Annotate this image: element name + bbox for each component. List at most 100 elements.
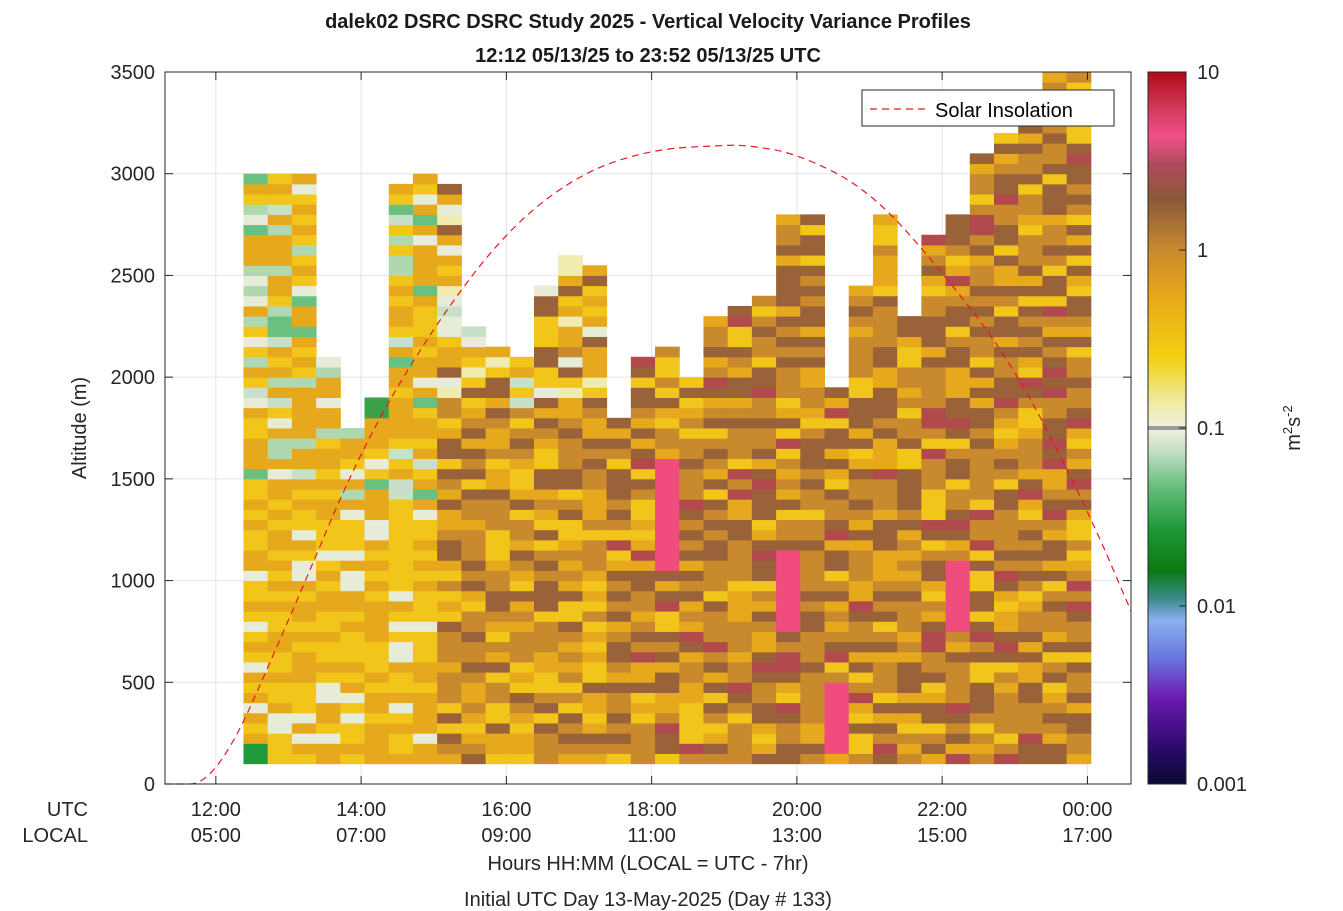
- heatmap-cell: [848, 641, 874, 653]
- heatmap-cell: [1042, 214, 1068, 226]
- heatmap-cell: [437, 580, 462, 592]
- heatmap-cell: [994, 560, 1019, 571]
- heatmap-cell: [291, 600, 317, 612]
- heatmap-cell: [291, 692, 317, 704]
- heatmap-cell: [291, 570, 317, 582]
- heatmap-cell: [364, 743, 390, 754]
- heatmap-cell: [1042, 224, 1068, 236]
- heatmap-cell: [776, 712, 801, 724]
- heatmap-cell: [969, 438, 995, 449]
- heatmap-cell: [509, 478, 535, 490]
- x-axis-label-2: Initial UTC Day 13-May-2025 (Day # 133): [464, 889, 832, 911]
- heatmap-cell: [824, 733, 850, 744]
- heatmap-cell: [243, 712, 269, 724]
- heatmap-cell: [606, 529, 632, 541]
- heatmap-cell: [848, 550, 874, 561]
- heatmap-cell: [412, 204, 438, 215]
- heatmap-cell: [921, 397, 947, 409]
- heatmap-cell: [364, 560, 390, 571]
- heatmap-cell: [751, 560, 777, 571]
- heatmap-cell: [461, 580, 487, 592]
- heatmap-cell: [437, 509, 462, 521]
- heatmap-cell: [243, 499, 269, 510]
- heatmap-cell: [872, 529, 898, 541]
- heatmap-cell: [267, 743, 293, 754]
- heatmap-cell: [437, 295, 462, 307]
- heatmap-cell: [461, 509, 487, 521]
- heatmap-cell: [582, 631, 608, 643]
- heatmap-cell: [267, 255, 293, 266]
- heatmap-cell: [727, 672, 753, 683]
- heatmap-cell: [703, 570, 729, 582]
- heatmap-cell: [1018, 570, 1043, 582]
- heatmap-cell: [945, 672, 971, 683]
- heatmap-cell: [267, 224, 293, 236]
- heatmap-cell: [848, 631, 874, 643]
- heatmap-cell: [364, 600, 390, 612]
- heatmap-cell: [655, 631, 680, 643]
- heatmap-cell: [921, 692, 947, 704]
- heatmap-cell: [534, 407, 559, 419]
- heatmap-cell: [945, 692, 971, 704]
- heatmap-cell: [679, 590, 704, 602]
- heatmap-cell: [340, 499, 366, 510]
- heatmap-cell: [921, 672, 947, 683]
- heatmap-cell: [800, 305, 826, 317]
- heatmap-cell: [291, 468, 317, 480]
- heatmap-cell: [509, 621, 535, 632]
- heatmap-cell: [291, 722, 317, 734]
- heatmap-cell: [1018, 244, 1043, 256]
- heatmap-cell: [243, 448, 269, 460]
- heatmap-cell: [534, 285, 559, 297]
- heatmap-cell: [412, 285, 438, 297]
- heatmap-cell: [485, 499, 511, 510]
- heatmap-cell: [291, 550, 317, 561]
- heatmap-cell: [921, 489, 947, 500]
- heatmap-cell: [921, 255, 947, 266]
- heatmap-cell: [1066, 265, 1092, 276]
- heatmap-cell: [921, 570, 947, 582]
- heatmap-cell: [776, 499, 801, 510]
- heatmap-cell: [388, 295, 414, 307]
- heatmap-cell: [921, 346, 947, 358]
- heatmap-cell: [364, 448, 390, 460]
- heatmap-cell: [848, 478, 874, 490]
- heatmap-cell: [824, 428, 850, 439]
- heatmap-cell: [897, 458, 922, 470]
- heatmap-cell: [1018, 641, 1043, 653]
- heatmap-cell: [703, 499, 729, 510]
- heatmap-cell: [534, 550, 559, 561]
- heatmap-cell: [388, 712, 414, 724]
- heatmap-cell: [751, 478, 777, 490]
- heatmap-cell: [485, 448, 511, 460]
- heatmap-cell: [388, 733, 414, 744]
- heatmap-cell: [969, 631, 995, 643]
- heatmap-cell: [848, 743, 874, 754]
- heatmap-cell: [412, 295, 438, 307]
- heatmap-cell: [388, 661, 414, 673]
- heatmap-cell: [727, 661, 753, 673]
- heatmap-cell: [945, 478, 971, 490]
- heatmap-cell: [969, 580, 995, 592]
- x-tick-label-local: 13:00: [772, 825, 822, 847]
- colorbar-tick-label: 1: [1197, 240, 1208, 262]
- heatmap-cell: [364, 539, 390, 551]
- heatmap-cell: [872, 305, 898, 317]
- heatmap-cell: [316, 438, 341, 449]
- heatmap-cell: [969, 194, 995, 205]
- heatmap-cell: [267, 183, 293, 195]
- heatmap-cell: [1066, 631, 1092, 643]
- heatmap-cell: [267, 692, 293, 704]
- heatmap-cell: [534, 753, 559, 765]
- heatmap-cell: [1066, 428, 1092, 439]
- heatmap-cell: [558, 560, 583, 571]
- heatmap-cell: [872, 580, 898, 592]
- heatmap-cell: [945, 285, 971, 297]
- heatmap-cell: [969, 499, 995, 510]
- heatmap-cell: [582, 529, 608, 541]
- heatmap-cell: [824, 641, 850, 653]
- heatmap-cell: [969, 519, 995, 531]
- colorbar-tick-label: 0.01: [1197, 596, 1236, 618]
- heatmap-cell: [534, 661, 559, 673]
- heatmap-cell: [1042, 753, 1068, 765]
